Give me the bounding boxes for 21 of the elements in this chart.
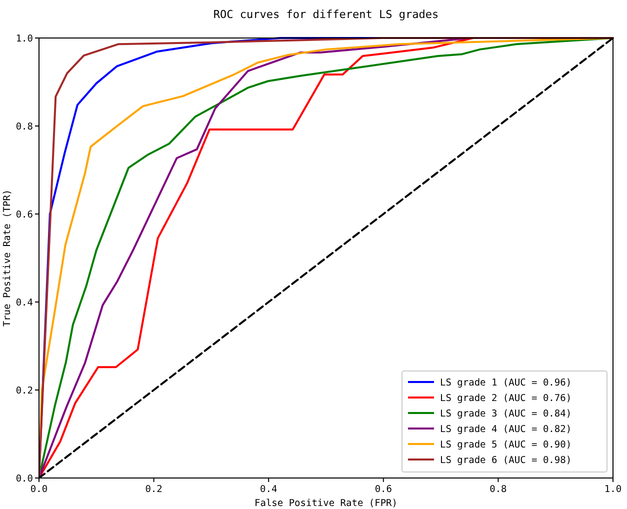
y-tick-label: 1.0 [16, 33, 34, 44]
legend-label: LS grade 4 (AUC = 0.82) [440, 424, 572, 435]
legend-label: LS grade 3 (AUC = 0.84) [440, 408, 572, 420]
legend-label: LS grade 2 (AUC = 0.76) [440, 392, 572, 404]
legend-label: LS grade 1 (AUC = 0.96) [440, 377, 572, 388]
x-tick-label: 0.6 [374, 484, 392, 495]
y-tick-label: 0.2 [16, 385, 33, 396]
x-tick-label: 0.8 [490, 484, 508, 495]
y-tick-label: 0.4 [16, 297, 34, 308]
x-tick-label: 1.0 [604, 484, 622, 495]
y-tick-label: 0.6 [16, 209, 34, 220]
y-axis-title: True Positive Rate (TPR) [2, 189, 13, 327]
y-tick-label: 0.8 [16, 121, 34, 132]
legend-label: LS grade 6 (AUC = 0.98) [440, 454, 572, 466]
x-tick-label: 0.2 [145, 484, 162, 495]
x-tick-label: 0.0 [30, 484, 48, 495]
y-tick-label: 0.0 [16, 473, 34, 484]
chart-title: ROC curves for different LS grades [213, 8, 439, 21]
x-axis-title: False Positive Rate (FPR) [254, 498, 398, 509]
x-tick-label: 0.4 [260, 484, 278, 495]
legend-label: LS grade 5 (AUC = 0.90) [440, 439, 572, 450]
